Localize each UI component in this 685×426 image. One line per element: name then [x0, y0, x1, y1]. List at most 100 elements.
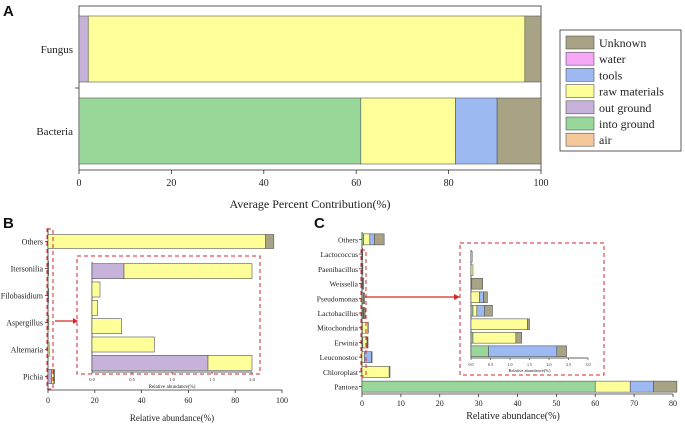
- panel-c-bar-chloroplast-unknown: [389, 366, 390, 377]
- panel-letter-b: B: [3, 215, 14, 232]
- panel-b-category-label: Pichia: [23, 373, 43, 382]
- panel-c-inset-bar-leuconostoc-into-ground: [471, 346, 489, 357]
- panel-c-category-label: Pantoea: [334, 383, 358, 392]
- panel-b-inset-bar-filobasidium-a-raw-materials: [92, 300, 98, 315]
- panel-c-x-tick-label: 60: [591, 399, 599, 408]
- panel-b-bar-aspergillus-raw-materials: [48, 316, 49, 330]
- panel-c-bar-others-raw-materials: [364, 234, 370, 245]
- panel-a-legend-swatch-into-ground: [566, 117, 594, 130]
- panel-a-bar-bacteria-unknown: [497, 98, 541, 164]
- panel-c-inset-bar-lactobacillus-raw-materials: [473, 305, 477, 316]
- panel-b-category-label: Others: [22, 238, 43, 247]
- panel-b-x-tick-label: 100: [276, 396, 288, 405]
- panel-c-bar-pantoea-tools: [630, 381, 653, 392]
- panel-c-x-tick-label: 0: [360, 399, 364, 408]
- panel-c-bar-leuconostoc-raw-materials: [362, 352, 364, 363]
- panel-b-x-tick-label: 60: [184, 396, 192, 405]
- panel-c-bar-pantoea-raw-materials: [595, 381, 630, 392]
- panel-c-inset-bar-mitochondria-unknown: [528, 319, 530, 330]
- panel-c-bar-mitochondria-raw-materials: [362, 322, 367, 333]
- panel-a-category-label: Bacteria: [36, 126, 73, 138]
- panel-c-inset-x-tick-label: 1.0: [508, 362, 513, 367]
- panel-b-inset-x-tick-label: 0.0: [89, 377, 95, 382]
- panel-c-inset-arrow: [365, 294, 460, 300]
- panel-c-inset-x-tick-label: 2.5: [566, 362, 571, 367]
- panel-c-category-label: Chloroplast: [323, 368, 359, 377]
- panel-a-bar-bacteria-into-ground: [79, 98, 361, 164]
- panel-c-inset-bar-weissella-unknown: [472, 278, 483, 289]
- panel-c-inset-x-axis-label: Relative abundance(%): [508, 368, 551, 373]
- panel-b-category-label: Filobasidium: [1, 292, 44, 301]
- panel-c-category-label: Lactococcus: [321, 250, 359, 259]
- panel-c-bar-paenibacillus-unknown: [362, 263, 363, 274]
- panel-b-bar-alternaria-raw-materials: [48, 343, 49, 357]
- panel-a-x-tick-label: 0: [77, 178, 82, 189]
- panel-c-category-label: Pseudomonas: [317, 294, 358, 303]
- panel-c-inset-x-tick-label: 0.0: [469, 362, 474, 367]
- panel-b-category-label: Itersonilia: [11, 265, 44, 274]
- panel-a-legend-label: raw materials: [599, 85, 664, 99]
- panel-c-inset-bar-lactococcus-raw-materials: [471, 251, 472, 262]
- panel-a-x-tick-label: 100: [534, 178, 549, 189]
- panel-c-x-tick-label: 40: [514, 399, 522, 408]
- panel-c-x-tick-label: 80: [669, 399, 677, 408]
- panel-a-category-label: Fungus: [41, 44, 73, 56]
- panel-b-bar-others-unknown: [266, 235, 274, 249]
- panel-c-inset-bar-leuconostoc-tools: [489, 346, 557, 357]
- panel-c-inset-bar-erwinia-unknown: [516, 332, 522, 343]
- panel-c-inset-x-tick-label: 2.0: [547, 362, 552, 367]
- panel-b-inset-bar-pichia-raw-materials: [208, 355, 252, 370]
- panel-c-inset-x-tick-label: 3.0: [586, 362, 591, 367]
- panel-c-bar-lactobacillus-unknown: [364, 308, 365, 319]
- panel-a-x-tick-label: 40: [259, 178, 269, 189]
- panel-a-bar-fungus-raw-materials: [88, 16, 525, 82]
- panel-b-x-tick-label: 40: [138, 396, 146, 405]
- panel-b-inset-bar-pichia-out-ground: [92, 355, 208, 370]
- panel-b-inset-bar-aspergillus-raw-materials: [92, 319, 122, 334]
- panel-b-inset-bar-itersonilia-out-ground: [92, 264, 124, 279]
- panel-a-legend-label: into ground: [599, 117, 655, 131]
- panel-a-legend-swatch-out-ground: [566, 101, 594, 114]
- panel-c-bar-others-unknown: [374, 234, 384, 245]
- panel-c-inset-x-tick-label: 0.5: [488, 362, 493, 367]
- panel-a-legend: Unknown water tools raw materials out ground…: [560, 30, 681, 151]
- panel-c-x-axis-label: Relative abundance(%): [466, 411, 560, 422]
- panel-b-inset-x-tick-label: 2.0: [249, 377, 255, 382]
- panel-a-x-tick-label: 80: [444, 178, 454, 189]
- panel-c-bar-pantoea-unknown: [654, 381, 677, 392]
- panel-c-x-tick-label: 20: [436, 399, 444, 408]
- panel-a-bar-fungus-unknown: [525, 16, 541, 82]
- panel-a-bar-fungus-out-ground: [79, 16, 88, 82]
- panel-c-x-tick-label: 10: [397, 399, 405, 408]
- panel-b-inset-bar-alternaria-raw-materials: [92, 337, 154, 352]
- panel-c-chart: PantoeaChloroplastLeuconostocErwiniaMito…: [317, 232, 677, 422]
- panel-b-category-label: Aspergillus: [6, 319, 43, 328]
- panel-a-legend-label: air: [599, 133, 612, 147]
- panel-a-legend-label: out ground: [599, 101, 651, 115]
- panel-c-inset-bar-lactobacillus-tools: [477, 305, 485, 316]
- panel-b-bar-pichia-unknown: [54, 370, 55, 384]
- panel-c-bar-others-tools: [370, 234, 375, 245]
- panel-c-inset-bar-leuconostoc-unknown: [557, 346, 567, 357]
- panel-a-x-axis-label: Average Percent Contribution(%): [229, 197, 390, 211]
- panel-a-legend-swatch-unknown: [566, 36, 594, 49]
- panel-b-bar-filobasidium-raw-materials: [48, 289, 49, 303]
- panel-b-inset-arrow: [55, 318, 78, 324]
- panel-b-x-tick-label: 0: [46, 396, 50, 405]
- panel-c-inset-bar-pseudomonas-raw-materials: [471, 292, 480, 303]
- panel-c-category-label: Paenibacillus: [318, 265, 358, 274]
- panel-c-inset-bar-paenibacillus-raw-materials: [471, 265, 473, 276]
- panel-c-category-label: Lactobacillus: [318, 309, 358, 318]
- panel-c-inset-x-tick-label: 1.5: [527, 362, 532, 367]
- panel-letter-a: A: [3, 3, 14, 20]
- panel-b-x-tick-label: 80: [231, 396, 239, 405]
- panel-b-x-tick-label: 20: [91, 396, 99, 405]
- panel-a-x-tick-label: 20: [166, 178, 176, 189]
- panel-a-bar-bacteria-tools: [456, 98, 498, 164]
- panel-letter-c: C: [314, 215, 325, 232]
- panel-a-legend-swatch-air: [566, 133, 594, 146]
- panel-c-inset-bar-pseudomonas-unknown: [483, 292, 487, 303]
- panel-c-bar-leuconostoc-unknown: [371, 352, 372, 363]
- panel-c-category-label: Others: [338, 235, 358, 244]
